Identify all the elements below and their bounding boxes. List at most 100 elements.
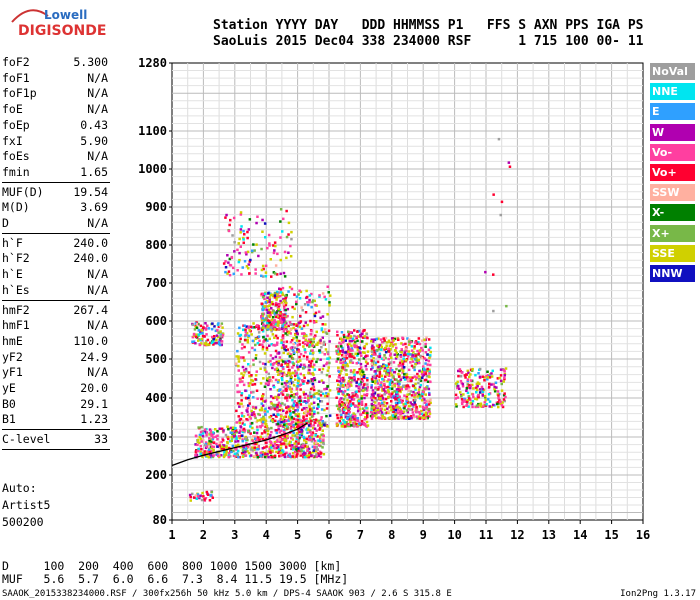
echo-point (352, 422, 355, 425)
echo-point (380, 405, 384, 408)
echo-point (255, 243, 258, 246)
echo-point (346, 383, 349, 387)
echo-point (288, 285, 292, 289)
echo-point (241, 455, 245, 458)
echo-point (348, 402, 352, 405)
echo-point (280, 346, 284, 349)
echo-point (428, 370, 431, 374)
echo-point (216, 434, 219, 437)
echo-point (285, 396, 288, 400)
echo-point (319, 437, 322, 441)
echo-point (392, 343, 395, 347)
echo-point (254, 337, 258, 341)
echo-point (279, 314, 282, 318)
echo-point (204, 328, 208, 331)
param-label: C-level (2, 432, 51, 447)
echo-point (307, 396, 310, 400)
param-value: N/A (87, 216, 108, 230)
echo-point (359, 351, 362, 354)
echo-point (245, 265, 249, 268)
echo-point (273, 344, 277, 347)
echo-point (373, 349, 376, 352)
echo-point (202, 451, 205, 455)
echo-point (241, 376, 245, 379)
echo-point (347, 350, 351, 353)
legend-item: X+ (650, 224, 695, 242)
echo-point (391, 369, 394, 372)
echo-point (199, 450, 202, 454)
echo-point (459, 391, 462, 394)
echo-point (197, 329, 200, 332)
echo-point (224, 270, 227, 274)
muf-distance-row: D 100 200 400 600 800 1000 1500 3000 [km… (2, 559, 342, 573)
echo-point (290, 394, 293, 398)
echo-point (353, 338, 357, 342)
param-row: foEp 0.43 (2, 118, 108, 133)
echo-point (391, 391, 395, 394)
echo-point (505, 304, 508, 308)
echo-point (349, 369, 353, 372)
echo-point (306, 344, 309, 347)
echo-point (253, 448, 256, 451)
echo-point (463, 397, 466, 400)
echo-point (370, 404, 374, 407)
y-tick-label: 1000 (138, 162, 167, 176)
echo-point (277, 327, 281, 330)
echo-point (406, 397, 409, 400)
echo-point (188, 493, 192, 497)
echo-point (242, 450, 245, 453)
echo-point (287, 324, 290, 328)
echo-point (246, 410, 249, 413)
echo-point (313, 439, 317, 443)
param-label: MUF(D) (2, 184, 44, 199)
legend-item: X- (650, 204, 695, 222)
echo-point (336, 357, 340, 361)
echo-point (285, 410, 289, 414)
echo-point (194, 453, 197, 457)
echo-point (305, 420, 308, 423)
echo-point (312, 385, 316, 389)
echo-point (414, 388, 417, 391)
echo-point (460, 394, 463, 398)
echo-point (322, 453, 326, 456)
echo-point (413, 368, 416, 372)
echo-point (394, 357, 398, 360)
echo-point (228, 257, 232, 261)
echo-point (290, 436, 293, 440)
echo-point (423, 370, 426, 374)
echo-point (270, 419, 274, 422)
echo-point (401, 360, 404, 363)
echo-point (380, 394, 384, 397)
echo-point (412, 415, 415, 419)
echo-point (272, 343, 275, 347)
echo-point (274, 403, 277, 407)
echo-point (307, 420, 311, 423)
echo-point (337, 376, 341, 379)
param-value: 0.43 (80, 117, 108, 132)
echo-point (312, 340, 315, 344)
echo-point (244, 454, 248, 457)
echo-point (420, 339, 424, 342)
echo-point (195, 453, 199, 457)
echo-point (380, 374, 384, 378)
echo-point (424, 372, 428, 376)
echo-point (395, 392, 398, 395)
echo-point (484, 395, 487, 398)
echo-point (280, 313, 284, 316)
echo-point (250, 333, 253, 336)
param-value: N/A (87, 282, 108, 297)
echo-point (294, 414, 298, 417)
echo-point (290, 416, 294, 419)
echo-point (411, 354, 415, 357)
echo-point (247, 335, 250, 339)
echo-point (211, 437, 215, 441)
echo-point (302, 324, 306, 328)
echo-point (282, 430, 286, 434)
echo-point (200, 425, 203, 429)
echo-point (285, 293, 288, 297)
echo-point (276, 341, 279, 344)
echo-point (304, 351, 307, 354)
echo-point (345, 356, 349, 360)
echo-point (339, 410, 342, 413)
echo-point (380, 385, 383, 389)
